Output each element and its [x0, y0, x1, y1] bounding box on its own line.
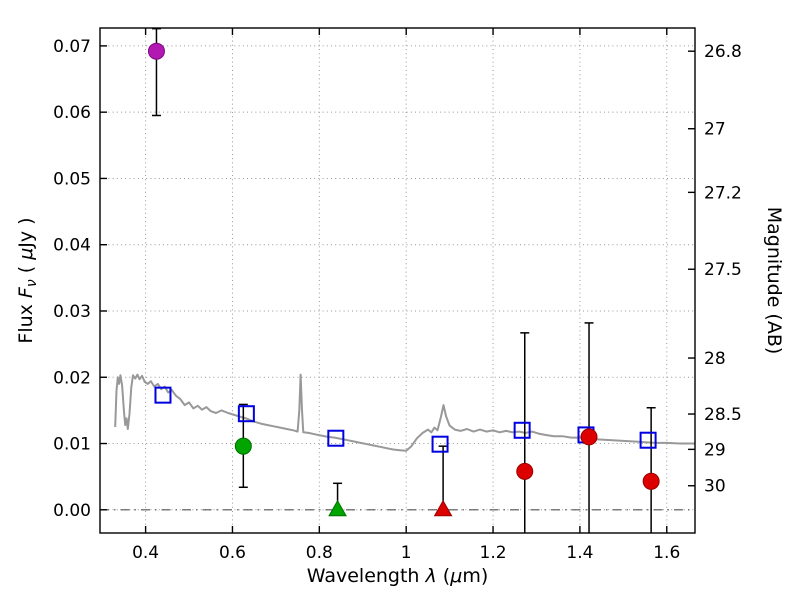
- flux-tick-label: 0.04: [53, 236, 91, 256]
- y-axis-label-magnitude: Magnitude (AB): [763, 207, 785, 355]
- open-square-marker: [431, 435, 449, 453]
- open-square-marker: [154, 386, 172, 404]
- magnitude-tick-label: 30: [704, 477, 726, 497]
- spectrum-line: [114, 373, 695, 452]
- x-tick-label: 0.6: [219, 543, 246, 563]
- magnitude-tick-label: 28: [704, 349, 726, 369]
- filled-circle-marker: [642, 472, 660, 490]
- open-square-marker: [639, 431, 657, 449]
- x-tick-label: 0.8: [306, 543, 333, 563]
- flux-tick-label: 0.00: [53, 501, 91, 521]
- observed-photometry-markers: [147, 42, 660, 517]
- upper-limit-triangle-marker: [328, 499, 347, 517]
- filled-circle-marker: [147, 42, 165, 60]
- flux-tick-label: 0.01: [53, 435, 91, 455]
- x-tick-label: 0.4: [132, 543, 159, 563]
- magnitude-tick-label: 27: [704, 120, 726, 140]
- upper-limit-triangle-marker: [433, 499, 453, 517]
- flux-tick-label: 0.02: [53, 368, 91, 388]
- x-axis-label: Wavelength λ (μm): [307, 565, 488, 587]
- magnitude-tick-label: 27.2: [704, 183, 742, 203]
- y-axis-label-flux: Flux Fν ( μJy ): [15, 217, 40, 343]
- flux-tick-label: 0.03: [53, 302, 91, 322]
- flux-tick-label: 0.07: [53, 37, 91, 57]
- filled-circle-marker: [234, 437, 252, 455]
- flux-tick-label: 0.06: [53, 103, 91, 123]
- x-tick-label: 1.4: [566, 543, 593, 563]
- filled-circle-marker: [580, 428, 598, 446]
- flux-tick-label: 0.05: [53, 169, 91, 189]
- magnitude-tick-label: 26.8: [704, 42, 742, 62]
- x-tick-label: 1.6: [653, 543, 680, 563]
- x-tick-label: 1: [401, 543, 412, 563]
- open-square-marker: [237, 405, 255, 423]
- magnitude-tick-label: 27.5: [704, 260, 742, 280]
- axis-ticks: [100, 28, 695, 533]
- plot-frame: [99, 27, 696, 534]
- magnitude-tick-label: 28.5: [704, 405, 742, 425]
- open-square-marker: [327, 429, 345, 447]
- magnitude-tick-label: 29: [704, 440, 726, 460]
- x-tick-label: 1.2: [480, 543, 507, 563]
- axis-tick-labels: 0.4 0.6 0.8 1 1.2 1.4 1.6 0.00 0.01 0.02 0.03 0.04 0…: [53, 37, 742, 563]
- open-square-marker: [513, 421, 531, 439]
- filled-circle-marker: [516, 462, 534, 480]
